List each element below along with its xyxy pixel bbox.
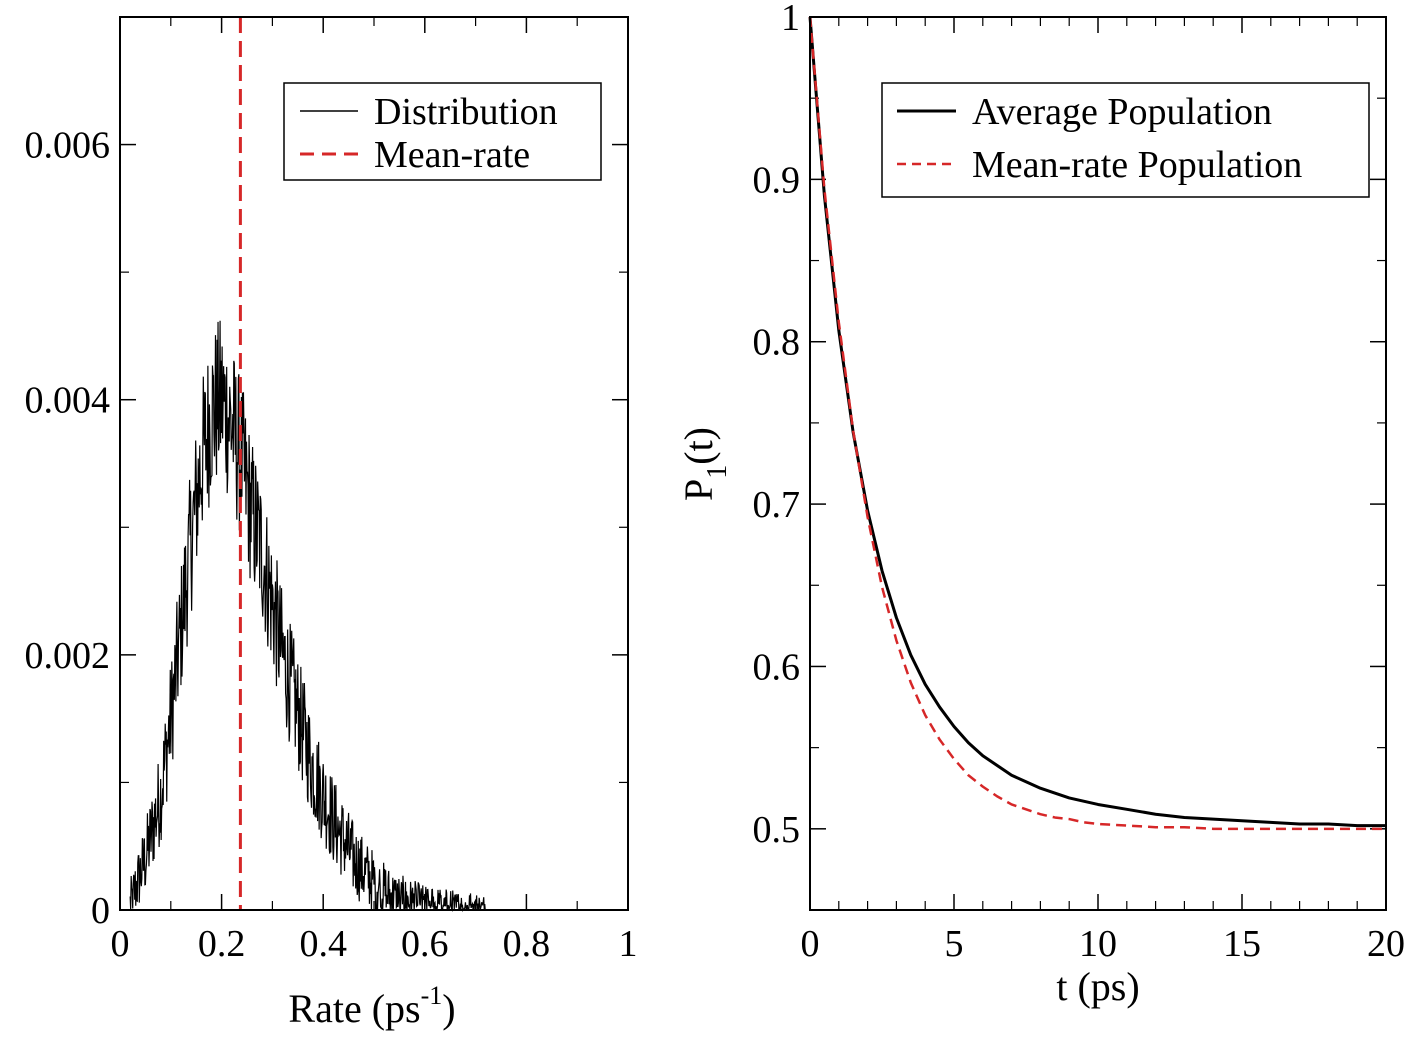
right-y-tick-label: 0.8 [753, 322, 801, 364]
right-panel: 0 5 10 15 20 0.5 0.6 0.7 0.8 0.9 1 Average Populat… [676, 0, 1405, 1009]
right-x-tick-label: 5 [945, 923, 964, 965]
left-ticks: 0 0.2 0.4 0.6 0.8 1 0 0.002 0.004 0.006 [25, 17, 638, 965]
left-x-tick-label: 0.4 [299, 923, 347, 965]
left-y-tick-label: 0 [91, 890, 110, 932]
left-x-tick-label: 0 [111, 923, 130, 965]
right-plot-frame [809, 16, 1387, 911]
legend-label-average-population: Average Population [972, 91, 1272, 133]
legend-label-mean-rate-population: Mean-rate Population [972, 144, 1302, 186]
right-y-tick-label: 0.7 [753, 484, 801, 526]
left-legend-box [283, 82, 602, 181]
average-population-line [808, 16, 1386, 828]
legend-label-distribution: Distribution [374, 91, 558, 133]
left-x-tick-label: 0.2 [198, 923, 246, 965]
right-x-tick-label: 10 [1079, 923, 1117, 965]
left-y-tick-label: 0.006 [25, 125, 111, 167]
right-y-tick-label: 0.9 [753, 159, 801, 201]
left-plot-frame [119, 16, 629, 911]
left-x-tick-label: 0.6 [401, 923, 449, 965]
distribution-line [129, 320, 486, 913]
left-x-axis-label: Rate (ps-1) [288, 981, 455, 1031]
left-x-tick-label: 1 [619, 923, 638, 965]
legend-label-mean-rate: Mean-rate [374, 134, 530, 176]
left-series [129, 17, 486, 913]
left-y-tick-label: 0.004 [25, 380, 111, 422]
left-legend: Distribution Mean-rate [283, 82, 602, 181]
right-x-tick-label: 20 [1367, 923, 1405, 965]
right-series [808, 16, 1386, 831]
right-legend-box [881, 82, 1370, 198]
left-x-tick-label: 0.8 [503, 923, 551, 965]
right-y-tick-label: 1 [781, 0, 800, 39]
right-x-tick-label: 0 [801, 923, 820, 965]
left-panel: 0 0.2 0.4 0.6 0.8 1 0 0.002 0.004 0.006 Distribut… [25, 16, 638, 1031]
right-ticks: 0 5 10 15 20 0.5 0.6 0.7 0.8 0.9 1 [753, 0, 1406, 965]
right-y-tick-label: 0.6 [753, 646, 801, 688]
right-x-tick-label: 15 [1223, 923, 1261, 965]
right-y-tick-label: 0.5 [753, 809, 801, 851]
left-y-tick-label: 0.002 [25, 635, 111, 677]
right-legend: Average Population Mean-rate Population [881, 82, 1370, 198]
right-y-axis-label: P1(t) [676, 427, 733, 501]
mean-rate-population-line [808, 16, 1386, 831]
right-x-axis-label: t (ps) [1056, 964, 1139, 1009]
